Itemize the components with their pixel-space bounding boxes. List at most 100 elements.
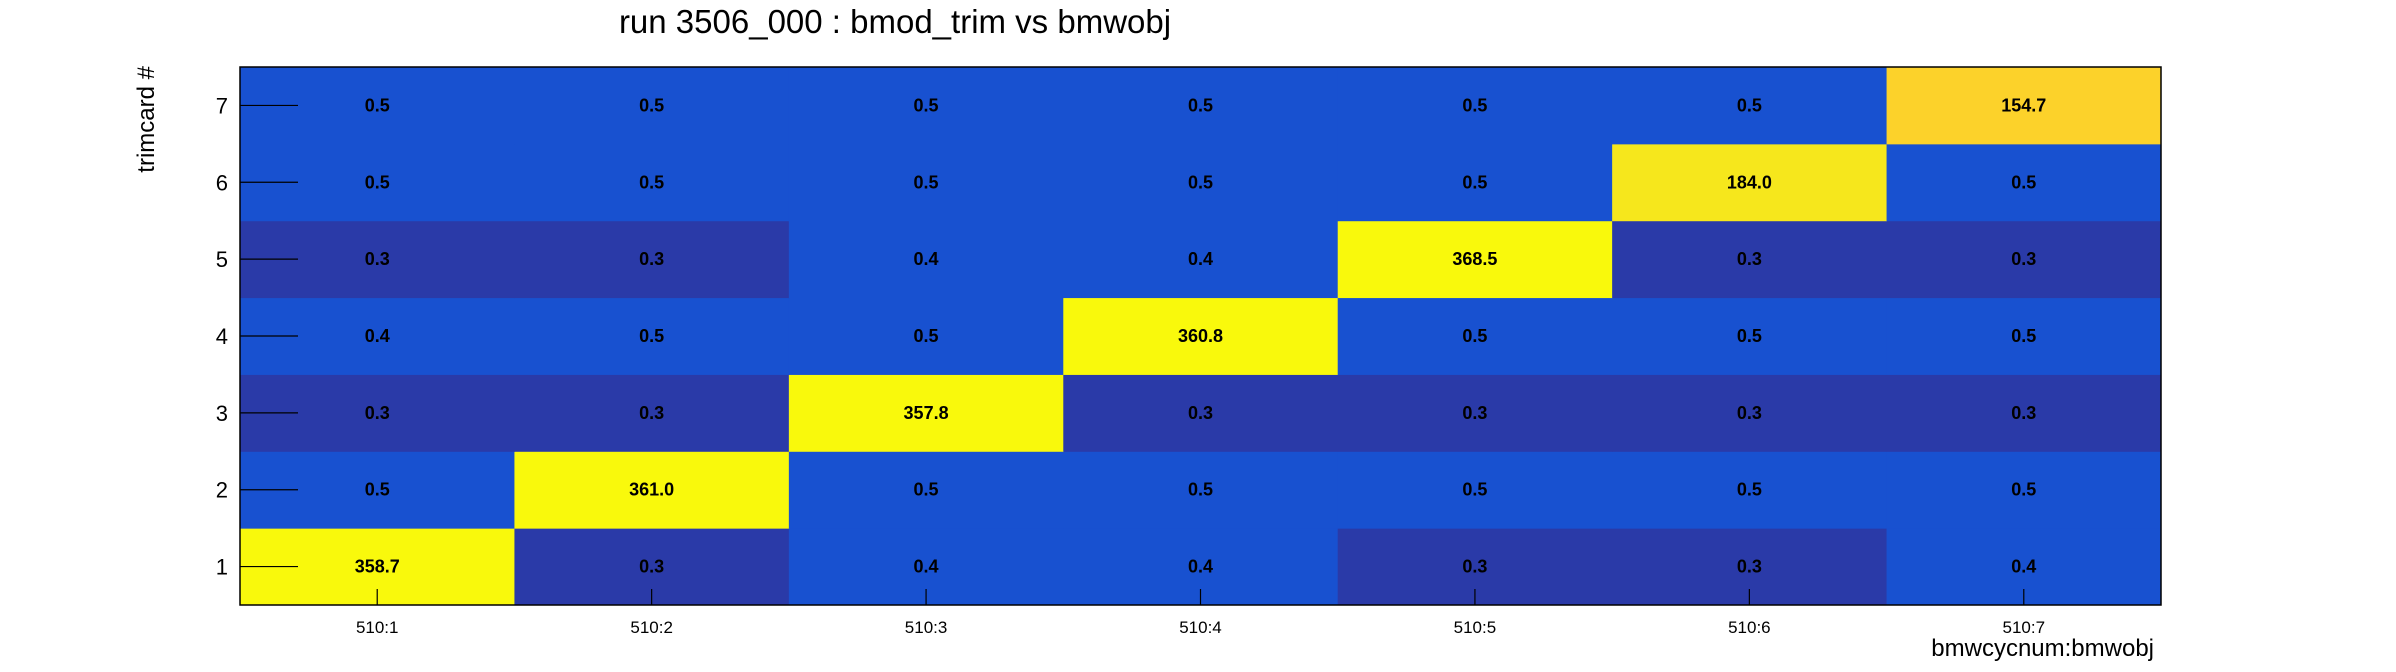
heatmap-cell: [1612, 67, 1888, 145]
x-tick-label: 510:1: [356, 618, 399, 637]
heatmap-cell: [1612, 143, 1888, 222]
x-tick-label: 510:3: [905, 618, 948, 637]
heatmap-cell: [1886, 67, 2162, 145]
cell-value-label: 0.5: [1737, 480, 1762, 500]
heatmap-cell: [1337, 67, 1613, 145]
cell-value-label: 0.5: [1188, 172, 1213, 192]
cell-value-label: 0.5: [914, 480, 939, 500]
cell-value-label: 0.3: [2011, 403, 2036, 423]
heatmap-cell: [788, 143, 1064, 222]
cell-value-label: 0.5: [914, 95, 939, 115]
cell-value-label: 0.3: [1737, 249, 1762, 269]
cell-value-label: 0.4: [1188, 249, 1213, 269]
cell-value-label: 0.5: [1737, 326, 1762, 346]
y-tick-label: 4: [216, 324, 228, 349]
heatmap-cell: [788, 451, 1064, 529]
heatmap-cell: [788, 67, 1064, 145]
cell-value-label: 0.4: [1188, 557, 1213, 577]
cell-value-label: 0.5: [2011, 172, 2036, 192]
heatmap-cell: [1063, 220, 1339, 299]
x-tick-label: 510:4: [1179, 618, 1222, 637]
heatmap-cell: [514, 451, 790, 529]
cell-value-label: 0.5: [1188, 95, 1213, 115]
cell-value-label: 0.3: [2011, 249, 2036, 269]
cell-value-label: 0.5: [365, 480, 390, 500]
y-tick-label: 7: [216, 93, 228, 118]
heatmap-cell: [514, 297, 790, 375]
heatmap-cell: [1886, 220, 2162, 299]
cell-value-label: 0.4: [365, 326, 390, 346]
heatmap-cell: [1337, 143, 1613, 222]
cell-value-label: 0.5: [639, 95, 664, 115]
cell-value-label: 0.4: [914, 557, 939, 577]
y-tick-label: 3: [216, 401, 228, 426]
heatmap-cell: [1886, 297, 2162, 375]
heatmap-value-labels: 358.7 0.3 0.4 0.4 0.3 0.3 0.4 0.5 361.0 0.5 0.5 0.5…: [355, 95, 2047, 576]
chart-title: run 3506_000 : bmod_trim vs bmwobj: [619, 3, 1171, 40]
cell-value-label: 357.8: [904, 403, 949, 423]
heatmap-cell: [1337, 297, 1613, 375]
cell-value-label: 0.3: [1462, 403, 1487, 423]
y-tick-label: 1: [216, 555, 228, 580]
cell-value-label: 0.5: [914, 172, 939, 192]
cell-value-label: 0.5: [365, 172, 390, 192]
heatmap-cell: [514, 67, 790, 145]
cell-value-label: 0.4: [914, 249, 939, 269]
y-tick-label: 5: [216, 247, 228, 272]
heatmap-cell: [1337, 451, 1613, 529]
cell-value-label: 0.5: [914, 326, 939, 346]
heatmap-cell: [1063, 143, 1339, 222]
cell-value-label: 0.5: [639, 326, 664, 346]
heatmap-cell: [788, 297, 1064, 375]
heatmap-cell: [1612, 297, 1888, 375]
heatmap-cell: [514, 374, 790, 452]
cell-value-label: 0.3: [365, 249, 390, 269]
cell-value-label: 0.5: [1737, 95, 1762, 115]
cell-value-label: 0.5: [1462, 326, 1487, 346]
cell-value-label: 0.3: [365, 403, 390, 423]
cell-value-label: 0.5: [2011, 480, 2036, 500]
y-tick-label: 2: [216, 478, 228, 503]
cell-value-label: 360.8: [1178, 326, 1223, 346]
heatmap-cell: [1612, 451, 1888, 529]
heatmap-cell: [788, 374, 1064, 452]
heatmap-cell: [1063, 67, 1339, 145]
heatmap-cell: [1337, 220, 1613, 299]
cell-value-label: 0.3: [639, 557, 664, 577]
y-tick-label: 6: [216, 170, 228, 195]
heatmap-cells: [240, 67, 2162, 606]
heatmap-cell: [1063, 297, 1339, 375]
x-tick-label: 510:5: [1454, 618, 1497, 637]
x-axis-ticks: 510:1 510:2 510:3 510:4 510:5 510:6 510:7: [356, 589, 2045, 637]
cell-value-label: 154.7: [2001, 95, 2046, 115]
y-axis-title: trimcard #: [133, 65, 160, 172]
heatmap-cell: [1886, 451, 2162, 529]
heatmap-cell: [1612, 220, 1888, 299]
x-tick-label: 510:6: [1728, 618, 1771, 637]
cell-value-label: 0.3: [1737, 403, 1762, 423]
cell-value-label: 0.5: [2011, 326, 2036, 346]
x-tick-label: 510:7: [2003, 618, 2046, 637]
cell-value-label: 361.0: [629, 480, 674, 500]
y-axis-ticks: 1 2 3 4 5 6 7: [216, 93, 298, 580]
cell-value-label: 0.5: [1462, 480, 1487, 500]
cell-value-label: 368.5: [1452, 249, 1497, 269]
heatmap-cell: [1886, 143, 2162, 222]
cell-value-label: 0.5: [1462, 95, 1487, 115]
heatmap-cell: [788, 220, 1064, 299]
heatmap-cell: [1886, 374, 2162, 452]
cell-value-label: 0.3: [1462, 557, 1487, 577]
cell-value-label: 358.7: [355, 557, 400, 577]
cell-value-label: 184.0: [1727, 172, 1772, 192]
heatmap-cell: [1337, 374, 1613, 452]
x-axis-title: bmwcycnum:bmwobj: [1931, 635, 2154, 662]
cell-value-label: 0.5: [639, 172, 664, 192]
heatmap-cell: [1063, 374, 1339, 452]
cell-value-label: 0.3: [1737, 557, 1762, 577]
heatmap-cell: [514, 143, 790, 222]
cell-value-label: 0.3: [639, 249, 664, 269]
cell-value-label: 0.4: [2011, 557, 2036, 577]
heatmap-cell: [514, 220, 790, 299]
cell-value-label: 0.3: [1188, 403, 1213, 423]
